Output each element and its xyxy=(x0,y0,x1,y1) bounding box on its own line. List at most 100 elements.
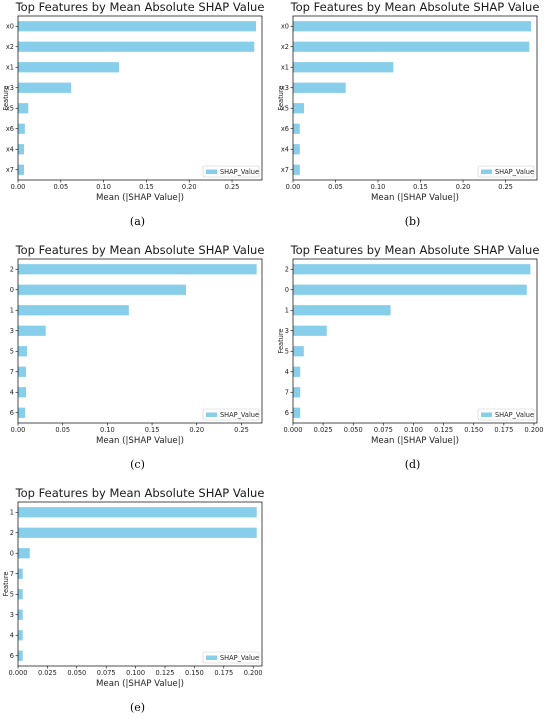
y-tick-label-x2: x2 xyxy=(281,43,289,51)
x-axis-label: Mean (|SHAP Value|) xyxy=(96,193,184,203)
y-tick-label-1: 1 xyxy=(10,509,14,517)
bar-6 xyxy=(18,650,23,661)
x-tick-label: 0.175 xyxy=(494,426,513,434)
bar-3 xyxy=(18,609,23,620)
y-tick-label-x3: x3 xyxy=(6,84,14,92)
x-tick-label: 0.10 xyxy=(100,426,115,434)
plot-frame xyxy=(17,258,263,424)
caption-d: (d) xyxy=(404,458,421,471)
chart-b: Top Features by Mean Absolute SHAP Value… xyxy=(277,0,540,203)
x-tick-label: 0.025 xyxy=(38,669,57,677)
chart-e: Top Features by Mean Absolute SHAP Value… xyxy=(2,486,264,689)
x-tick-label: 0.075 xyxy=(374,426,393,434)
x-tick-label: 0.100 xyxy=(404,426,423,434)
bar-x5 xyxy=(293,103,305,114)
caption-a: (a) xyxy=(129,215,146,228)
chart-c: Top Features by Mean Absolute SHAP Value… xyxy=(10,243,265,446)
chart-panel-e: Top Features by Mean Absolute SHAP Value… xyxy=(0,486,275,721)
legend-label: SHAP_Value xyxy=(220,168,259,176)
chart-panel-d: Top Features by Mean Absolute SHAP Value… xyxy=(275,243,550,483)
legend-box xyxy=(202,408,260,421)
plot-frame xyxy=(17,501,263,667)
y-tick-label-1: 1 xyxy=(10,307,14,315)
y-tick-label-5: 5 xyxy=(10,348,14,356)
y-tick-label-x6: x6 xyxy=(281,125,289,133)
y-tick-label-2: 2 xyxy=(285,266,289,274)
bar-x6 xyxy=(293,123,300,134)
y-tick-label-6: 6 xyxy=(10,409,14,417)
x-axis-label: Mean (|SHAP Value|) xyxy=(96,679,184,689)
x-tick-label: 0.05 xyxy=(55,426,70,434)
bar-0 xyxy=(18,548,30,559)
x-tick-label: 0.150 xyxy=(185,669,204,677)
bar-3 xyxy=(293,325,327,336)
y-tick-label-x5: x5 xyxy=(6,105,14,113)
y-tick-label-4: 4 xyxy=(10,632,14,640)
legend-label: SHAP_Value xyxy=(220,411,259,419)
y-tick-label-0: 0 xyxy=(10,286,14,294)
y-tick-label-2: 2 xyxy=(10,266,14,274)
legend-box xyxy=(477,408,535,421)
x-tick-label: 0.05 xyxy=(328,183,343,191)
x-tick-label: 0.125 xyxy=(434,426,453,434)
bar-7 xyxy=(18,568,23,579)
y-tick-label-2: 2 xyxy=(10,529,14,537)
bar-x4 xyxy=(18,144,24,155)
y-axis-label: Feature xyxy=(2,86,10,111)
y-tick-label-x1: x1 xyxy=(281,64,289,72)
y-tick-label-3: 3 xyxy=(10,327,14,335)
x-tick-label: 0.050 xyxy=(67,669,86,677)
y-tick-label-5: 5 xyxy=(285,348,289,356)
bar-x7 xyxy=(293,164,300,175)
x-tick-label: 0.10 xyxy=(96,183,111,191)
y-axis-label: Feature xyxy=(277,329,285,354)
y-tick-label-x3: x3 xyxy=(281,84,289,92)
chart-title: Top Features by Mean Absolute SHAP Value xyxy=(290,0,540,14)
caption-b: (b) xyxy=(404,215,421,228)
bar-7 xyxy=(18,366,27,377)
y-tick-label-6: 6 xyxy=(285,409,289,417)
chart-panel-a: Top Features by Mean Absolute SHAP Value… xyxy=(0,0,275,240)
x-tick-label: 0.05 xyxy=(53,183,68,191)
y-tick-label-x0: x0 xyxy=(281,23,289,31)
legend-label: SHAP_Value xyxy=(495,411,534,419)
y-tick-label-7: 7 xyxy=(10,570,14,578)
y-tick-label-4: 4 xyxy=(10,389,14,397)
x-tick-label: 0.150 xyxy=(464,426,483,434)
y-tick-label-5: 5 xyxy=(10,591,14,599)
bar-x2 xyxy=(18,41,255,52)
legend-swatch xyxy=(206,412,217,417)
bar-x0 xyxy=(18,21,257,32)
y-tick-label-1: 1 xyxy=(285,307,289,315)
y-tick-label-0: 0 xyxy=(10,550,14,558)
bar-x2 xyxy=(293,41,530,52)
bar-x1 xyxy=(18,62,120,73)
legend-box xyxy=(202,651,260,664)
x-tick-label: 0.050 xyxy=(344,426,363,434)
plot-frame xyxy=(292,15,538,181)
chart-panel-b: Top Features by Mean Absolute SHAP Value… xyxy=(275,0,550,240)
y-tick-label-0: 0 xyxy=(285,286,289,294)
chart-title: Top Features by Mean Absolute SHAP Value xyxy=(290,243,540,257)
y-tick-label-7: 7 xyxy=(10,368,14,376)
legend-label: SHAP_Value xyxy=(220,654,259,662)
bar-6 xyxy=(293,407,301,418)
chart-d: Top Features by Mean Absolute SHAP Value… xyxy=(277,243,543,446)
x-tick-label: 0.10 xyxy=(371,183,386,191)
bar-5 xyxy=(18,346,27,357)
bar-3 xyxy=(18,325,46,336)
bar-5 xyxy=(18,589,23,600)
x-tick-label: 0.00 xyxy=(11,183,26,191)
x-axis-label: Mean (|SHAP Value|) xyxy=(371,436,459,446)
y-tick-label-x2: x2 xyxy=(6,43,14,51)
legend-label: SHAP_Value xyxy=(495,168,534,176)
x-tick-label: 0.15 xyxy=(413,183,428,191)
y-tick-label-4: 4 xyxy=(285,368,289,376)
y-tick-label-x5: x5 xyxy=(281,105,289,113)
bar-2 xyxy=(18,264,257,275)
x-tick-label: 0.200 xyxy=(244,669,263,677)
legend-box xyxy=(202,165,260,178)
legend-box xyxy=(477,165,535,178)
y-tick-label-x1: x1 xyxy=(6,64,14,72)
x-tick-label: 0.000 xyxy=(284,426,303,434)
